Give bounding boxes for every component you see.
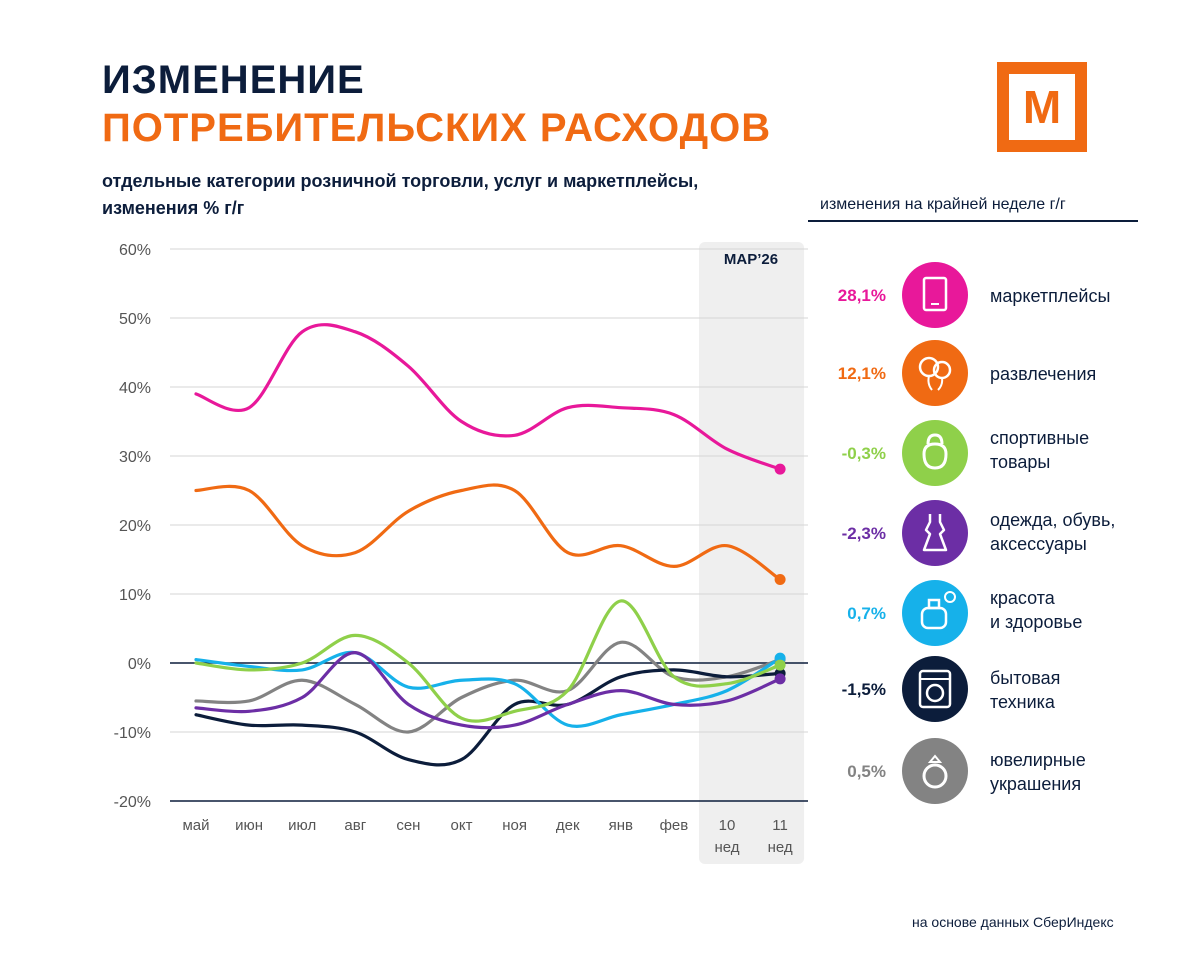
legend-item: 0,7% красота и здоровье xyxy=(812,580,1192,650)
x-tick-label: авг xyxy=(344,817,366,834)
legend-item: 0,5% ювелирные украшения xyxy=(812,738,1192,808)
subtitle: отдельные категории розничной торговли, … xyxy=(102,168,698,222)
x-tick-label: сен xyxy=(396,817,420,834)
y-tick-label: -10% xyxy=(114,725,151,742)
y-tick-label: 60% xyxy=(119,242,151,259)
series-end-point xyxy=(774,654,786,666)
dress-icon xyxy=(902,500,968,566)
brand-logo: М xyxy=(997,62,1087,152)
series-line xyxy=(194,323,782,471)
y-tick-label: 40% xyxy=(119,380,151,397)
y-tick-label: 30% xyxy=(119,449,151,466)
series-line xyxy=(194,640,782,734)
x-tick-label: июл xyxy=(288,817,316,834)
legend-label: спортивные xyxy=(990,428,1090,448)
x-tick-label: ноя xyxy=(502,817,527,834)
washing-machine-icon xyxy=(902,656,968,722)
series-end-point xyxy=(774,667,786,679)
x-tick-label: май xyxy=(182,817,209,834)
legend-value: -0,3% xyxy=(841,444,886,463)
x-tick-label: янв xyxy=(609,817,633,834)
y-tick-label: 20% xyxy=(119,518,151,535)
highlight-label: МАР’26 xyxy=(724,251,778,268)
series-line xyxy=(194,599,782,723)
series-line xyxy=(194,668,782,767)
legend-value: -2,3% xyxy=(841,524,886,543)
legend-value: -1,5% xyxy=(841,680,886,699)
legend-value: 0,7% xyxy=(847,604,886,623)
balloons-icon xyxy=(902,340,968,406)
highlight-band xyxy=(699,242,805,864)
legend-item: 12,1% развлечения xyxy=(812,340,1192,410)
y-tick-label: -20% xyxy=(114,794,151,811)
legend-caption: изменения на крайней неделе г/г xyxy=(820,196,1066,213)
legend-value: 12,1% xyxy=(837,364,886,383)
legend-label: маркетплейсы xyxy=(990,286,1111,306)
legend-label: красота xyxy=(990,588,1055,608)
legend-label-line2: товары xyxy=(990,452,1051,472)
subtitle-line-2: изменения % г/г xyxy=(102,198,245,218)
legend-label-line2: техника xyxy=(990,692,1055,712)
legend-item: -0,3% спортивные товары xyxy=(812,420,1192,490)
legend-item: -2,3% одежда, обувь, аксессуары xyxy=(812,500,1192,570)
series-end-point xyxy=(774,463,786,475)
legend-item: -1,5% бытовая техника xyxy=(812,656,1192,726)
legend-caption-underline xyxy=(808,220,1138,222)
legend-label: развлечения xyxy=(990,364,1097,384)
legend-label: одежда, обувь, xyxy=(990,510,1116,530)
x-tick-label: июн xyxy=(235,817,263,834)
title-line-1: ИЗМЕНЕНИЕ xyxy=(102,58,365,102)
kettlebell-icon xyxy=(902,420,968,486)
x-tick-label: окт xyxy=(451,817,473,834)
legend-label-line2: украшения xyxy=(990,774,1082,794)
legend-label: бытовая xyxy=(990,668,1061,688)
series-end-point xyxy=(774,652,786,664)
y-tick-label: 50% xyxy=(119,311,151,328)
series-line xyxy=(194,483,782,582)
x-tick-label: 10 нед xyxy=(714,817,739,856)
legend-label: ювелирные xyxy=(990,750,1086,770)
legend-item: 28,1% маркетплейсы xyxy=(812,262,1192,332)
perfume-icon xyxy=(902,580,968,646)
legend-label-line2: и здоровье xyxy=(990,612,1083,632)
title-line-2: ПОТРЕБИТЕЛЬСКИХ РАСХОДОВ xyxy=(102,106,772,150)
ring-icon xyxy=(902,738,968,804)
legend-label-line2: аксессуары xyxy=(990,534,1087,554)
series-line xyxy=(194,651,782,730)
series-end-point xyxy=(774,673,786,685)
source-note: на основе данных СберИндекс xyxy=(912,914,1114,930)
x-tick-label: дек xyxy=(556,817,580,834)
subtitle-line-1: отдельные категории розничной торговли, … xyxy=(102,171,699,191)
series-end-point xyxy=(774,659,786,671)
legend-value: 28,1% xyxy=(837,286,886,305)
series-line xyxy=(194,650,782,728)
logo-letter: М xyxy=(1022,81,1062,133)
tablet-icon xyxy=(902,262,968,328)
y-tick-label: 10% xyxy=(119,587,151,604)
x-tick-label: фев xyxy=(660,817,689,834)
series-end-point xyxy=(774,574,786,586)
x-tick-label: 11 нед xyxy=(768,817,793,856)
legend-value: 0,5% xyxy=(847,762,886,781)
y-tick-label: 0% xyxy=(128,656,151,673)
